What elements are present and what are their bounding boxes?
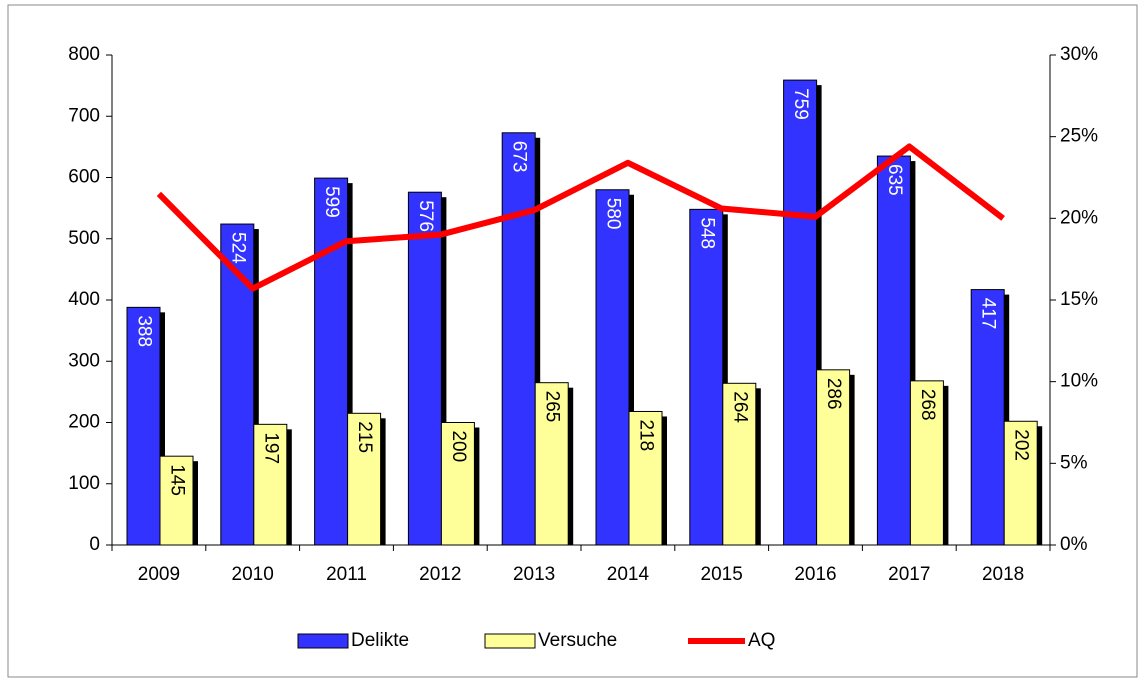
value-label: 673 [509,141,530,173]
bar [1003,420,1038,546]
bar [126,306,161,546]
value-label: 218 [635,419,656,451]
chart-border [7,4,1138,678]
bar [220,223,255,546]
y2-tick-label: 30% [1060,44,1098,65]
value-label: 268 [917,389,938,421]
y-tick-label: 200 [68,412,100,433]
value-label: 215 [354,421,375,453]
value-label: 200 [448,431,469,463]
value-label: 264 [729,391,750,423]
value-label: 202 [1011,429,1032,461]
value-label: 286 [823,378,844,410]
y2-tick-label: 0% [1060,534,1088,555]
x-tick-label: 2011 [326,564,367,585]
bar [595,189,630,546]
bar [876,155,911,546]
y-tick-label: 800 [68,44,100,65]
x-tick-label: 2018 [982,564,1024,585]
y-tick-label: 500 [68,228,100,249]
value-label: 417 [978,298,999,330]
value-label: 197 [260,432,281,464]
value-label: 548 [696,217,717,249]
bar [534,382,569,546]
value-label: 599 [321,186,342,218]
legend-swatch [297,633,349,649]
y2-tick-label: 10% [1060,371,1098,392]
value-label: 635 [884,164,905,196]
x-tick-label: 2017 [888,564,930,585]
legend-label: AQ [748,630,775,651]
y-tick-label: 700 [68,105,100,126]
bar [440,422,475,546]
y2-tick-label: 25% [1060,126,1098,147]
value-label: 576 [415,200,436,232]
x-tick-label: 2013 [513,564,555,585]
value-label: 388 [133,315,154,347]
y2-tick-label: 5% [1060,452,1088,473]
y2-tick-label: 20% [1060,207,1098,228]
bar [722,382,757,546]
bar [407,191,442,546]
x-tick-label: 2015 [701,564,743,585]
legend-swatch [484,633,536,649]
value-label: 524 [227,232,248,264]
legend-label: Versuche [538,630,617,651]
y-tick-label: 100 [68,473,100,494]
x-tick-label: 2012 [419,564,461,585]
bar [909,380,944,546]
x-tick-label: 2016 [794,564,836,585]
y-tick-label: 600 [68,167,100,188]
bar [628,410,663,546]
legend-label: Delikte [351,630,409,651]
bar [783,79,818,546]
bar [816,369,851,546]
value-label: 265 [542,391,563,423]
bar [253,423,288,546]
bar [314,177,349,546]
x-tick-label: 2014 [607,564,650,585]
line [156,143,1005,292]
bar [501,132,536,546]
bar [689,208,724,546]
bar [159,455,194,546]
value-label: 580 [602,198,623,230]
y-tick-label: 400 [68,289,100,310]
x-tick-label: 2009 [138,564,180,585]
y-tick-label: 300 [68,350,100,371]
value-label: 759 [790,88,811,120]
x-tick-label: 2010 [232,564,274,585]
value-label: 145 [166,464,187,496]
y-tick-label: 0 [89,534,100,555]
bar [970,289,1005,546]
y2-tick-label: 15% [1060,289,1098,310]
bar [347,412,382,546]
